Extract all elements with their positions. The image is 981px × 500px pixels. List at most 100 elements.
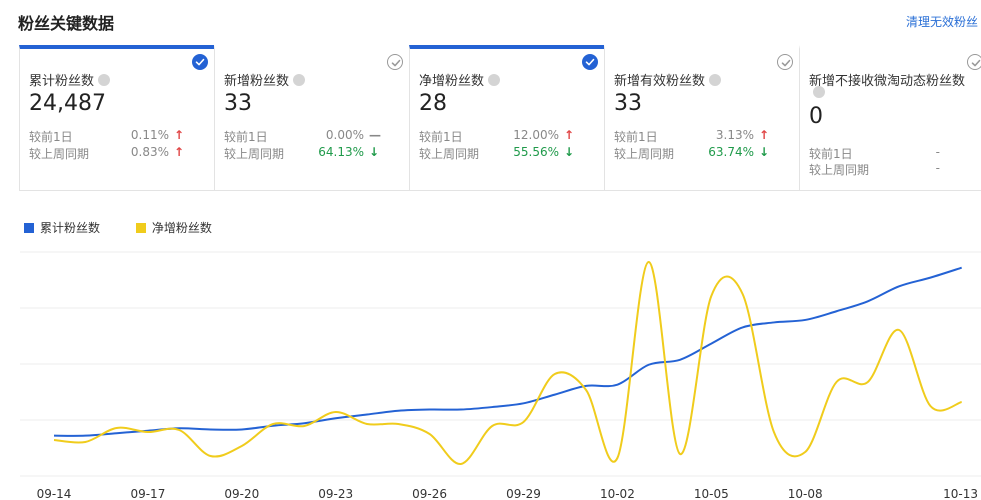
legend-label: 累计粉丝数 <box>40 221 101 235</box>
check-icon[interactable] <box>387 54 403 70</box>
data-point <box>397 423 399 425</box>
trend-arrow-icon: ↓ <box>564 145 575 159</box>
x-tick-label: 09-14 <box>37 487 72 500</box>
legend-item-net-fans[interactable]: 净增粉丝数 <box>135 219 212 236</box>
data-point <box>929 405 931 407</box>
week-compare-pct: - <box>935 161 940 175</box>
clear-invalid-fans-link[interactable]: 清理无效粉丝 <box>905 15 978 29</box>
week-compare-label: 较上周同期 <box>809 163 870 177</box>
metric-card-net-fans[interactable]: 净增粉丝数 28 较前1日 12.00% ↑ 较上周同期 55.56% ↓ <box>409 45 605 191</box>
data-point <box>742 293 744 295</box>
check-icon[interactable] <box>777 54 793 70</box>
data-point <box>335 417 337 419</box>
data-point <box>836 381 838 383</box>
metric-card-new-fans[interactable]: 新增粉丝数 33 较前1日 0.00% — 较上周同期 64.13% ↓ <box>214 45 410 191</box>
data-point <box>84 441 86 443</box>
info-icon[interactable] <box>98 74 111 86</box>
check-icon[interactable] <box>582 54 598 70</box>
day-compare-label: 较前1日 <box>29 130 73 144</box>
metric-value: 28 <box>419 91 447 116</box>
data-point <box>773 321 775 323</box>
week-compare-label: 较上周同期 <box>419 147 480 161</box>
data-point <box>116 432 118 434</box>
trend-arrow-icon: — <box>369 128 381 142</box>
data-point <box>397 410 399 412</box>
metric-card-no-weitao-fans[interactable]: 新增不接收微淘动态粉丝数 0 较前1日 - 较上周同期 - <box>799 45 981 191</box>
week-compare-pct: 63.74% <box>708 145 754 159</box>
legend-item-total-fans[interactable]: 累计粉丝数 <box>24 219 100 236</box>
page-title: 粉丝关键数据 <box>18 14 115 33</box>
legend-label: 净增粉丝数 <box>151 221 212 235</box>
data-point <box>616 457 618 459</box>
data-point <box>335 411 337 413</box>
data-point <box>429 409 431 411</box>
data-point <box>898 285 900 287</box>
series-line-net-fans <box>53 260 963 465</box>
chart-legend: 累计粉丝数 净增粉丝数 <box>24 219 244 236</box>
data-point <box>554 394 556 396</box>
day-compare-label: 较前1日 <box>614 130 658 144</box>
header: 粉丝关键数据 清理无效粉丝 <box>0 0 981 40</box>
metric-value: 0 <box>809 104 823 129</box>
data-point <box>679 453 681 455</box>
data-point <box>585 385 587 387</box>
data-point <box>272 423 274 425</box>
week-compare-label: 较上周同期 <box>29 147 90 161</box>
data-point <box>178 429 180 431</box>
series-line-total-fans <box>53 266 963 437</box>
trend-arrow-icon: ↑ <box>174 145 185 159</box>
data-point <box>303 422 305 424</box>
metric-card-total-fans[interactable]: 累计粉丝数 24,487 较前1日 0.11% ↑ 较上周同期 0.83% ↑ <box>19 45 215 191</box>
x-tick-label: 10-08 <box>788 487 823 500</box>
data-point <box>116 427 118 429</box>
metric-label: 累计粉丝数 <box>29 74 95 89</box>
data-point <box>53 439 55 441</box>
metric-label: 净增粉丝数 <box>419 74 485 89</box>
metric-value: 33 <box>224 91 252 116</box>
data-point <box>53 435 55 437</box>
metric-card-new-valid-fans[interactable]: 新增有效粉丝数 33 较前1日 3.13% ↑ 较上周同期 63.74% ↓ <box>604 45 800 191</box>
trend-arrow-icon: ↓ <box>369 145 380 159</box>
info-icon[interactable] <box>709 74 722 86</box>
data-point <box>210 455 212 457</box>
data-point <box>898 329 900 331</box>
data-point <box>679 359 681 361</box>
data-point <box>210 428 212 430</box>
trend-arrow-icon: ↓ <box>759 145 770 159</box>
week-compare-pct: 55.56% <box>513 145 559 159</box>
x-tick-label: 09-20 <box>224 487 259 500</box>
data-point <box>303 425 305 427</box>
metric-label: 新增不接收微淘动态粉丝数 <box>809 74 966 89</box>
data-point <box>648 261 650 263</box>
data-point <box>804 319 806 321</box>
trend-arrow-icon: ↑ <box>564 128 575 142</box>
metric-value: 33 <box>614 91 642 116</box>
info-icon[interactable] <box>813 86 825 98</box>
data-point <box>460 409 462 411</box>
data-point <box>867 300 869 302</box>
day-compare-label: 较前1日 <box>419 130 463 144</box>
data-point <box>867 381 869 383</box>
day-compare-pct: 3.13% <box>715 128 754 142</box>
week-compare-pct: 64.13% <box>318 145 364 159</box>
day-compare-pct: 12.00% <box>513 128 559 142</box>
legend-swatch <box>135 223 146 233</box>
data-point <box>710 343 712 345</box>
data-point <box>710 295 712 297</box>
info-icon[interactable] <box>488 74 501 86</box>
day-compare-pct: - <box>935 145 940 159</box>
legend-swatch <box>24 223 34 233</box>
info-icon[interactable] <box>293 74 306 86</box>
data-point <box>804 451 806 453</box>
day-compare-label: 较前1日 <box>224 130 268 144</box>
week-compare-label: 较上周同期 <box>614 147 675 161</box>
data-point <box>836 310 838 312</box>
data-point <box>773 431 775 433</box>
data-point <box>961 267 963 269</box>
day-compare-pct: 0.00% <box>325 128 364 142</box>
check-icon[interactable] <box>192 54 208 70</box>
metric-cards: 累计粉丝数 24,487 较前1日 0.11% ↑ 较上周同期 0.83% ↑ 新增粉丝… <box>19 45 981 193</box>
check-icon[interactable] <box>967 54 981 70</box>
metric-label: 新增粉丝数 <box>224 74 290 89</box>
data-point <box>585 389 587 391</box>
